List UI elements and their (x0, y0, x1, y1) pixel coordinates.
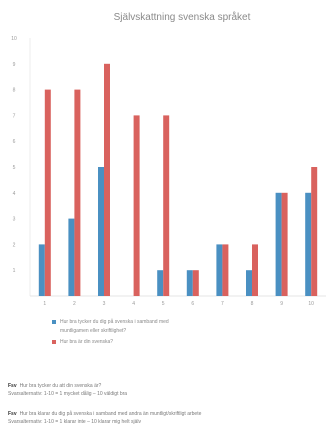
bar-series-1-category-7 (216, 244, 223, 296)
footnote-label: Fsv (8, 383, 17, 389)
x-tick-label: 4 (132, 301, 135, 307)
bar-series-2-category-1 (44, 89, 51, 296)
legend: Hur bra tycker du dig på svenska i samba… (52, 318, 322, 349)
x-tick-label: 1 (43, 301, 46, 307)
bar-series-2-category-3 (104, 63, 110, 296)
legend-label: Hur bra är din svenska? (60, 339, 114, 345)
x-tick-labels: 1 2 3 4 5 6 7 8 9 10 (43, 301, 314, 307)
bar-series-1-category-8 (246, 270, 252, 296)
legend-label: Hur bra tycker du dig på svenska i samba… (60, 319, 169, 334)
chart-title: Självskattning svenska språket (114, 11, 251, 23)
y-tick-label: 1 (13, 268, 16, 274)
bar-series-2-category-2 (74, 89, 81, 296)
bar-series-1-category-2 (68, 218, 75, 296)
footnote-label: Fsv (8, 411, 17, 417)
legend-item-series-1: Hur bra tycker du dig på svenska i samba… (52, 318, 322, 336)
bar-series-1-category-10 (305, 192, 312, 296)
y-tick-label: 8 (13, 88, 16, 94)
bar-series-1-category-5 (157, 270, 164, 296)
footnote-2: Fsv Hur bra klarar du dig på svenska i sa… (8, 410, 324, 426)
x-tick-label: 10 (308, 301, 314, 307)
footnotes: Fsv Hur bra tycker du att din svenska är?… (8, 382, 324, 438)
bar-series-1-category-3 (98, 167, 104, 296)
bar-series-2-category-5 (163, 115, 170, 297)
footnote-1: Fsv Hur bra tycker du att din svenska är?… (8, 382, 324, 398)
bar-series-1-category-1 (38, 244, 45, 296)
legend-swatch-blue (52, 320, 56, 324)
y-tick-label: 7 (13, 113, 16, 119)
y-tick-label: 3 (13, 217, 16, 223)
x-tick-label: 7 (221, 301, 224, 307)
y-tick-label: 4 (13, 191, 16, 197)
footnote-question: Hur bra klarar du dig på svenska i samba… (19, 411, 202, 417)
footnote-answer-scale: Svarsalternativ: 1-10 = 1 klarar inte – … (8, 419, 141, 425)
y-tick-labels: 1 2 3 4 5 6 7 8 9 10 (11, 36, 17, 274)
x-tick-label: 2 (73, 301, 76, 307)
footnote-answer-scale: Svarsalternativ: 1-10 = 1 mycket dålig –… (8, 391, 128, 397)
bar-series-2-category-7 (222, 244, 229, 296)
footnote-question: Hur bra tycker du att din svenska är? (19, 383, 102, 389)
x-tick-label: 6 (191, 301, 194, 307)
legend-swatch-red (52, 340, 56, 344)
y-tick-label: 6 (13, 139, 16, 145)
bar-series-2-category-8 (252, 244, 258, 296)
bar-series-2-category-4 (133, 115, 140, 297)
x-tick-label: 9 (280, 301, 283, 307)
y-tick-label: 5 (13, 165, 16, 171)
y-tick-label: 2 (13, 242, 16, 248)
x-tick-label: 5 (162, 301, 165, 307)
bar-chart: Självskattning svenska språket 1 2 3 4 5 6 7 8 9… (11, 11, 326, 307)
bar-series-1-category-6 (186, 270, 193, 296)
bar-series-2-category-9 (281, 192, 288, 296)
y-tick-label: 9 (13, 62, 16, 68)
bar-series-1-category-9 (275, 192, 282, 296)
x-tick-label: 8 (251, 301, 254, 307)
bar-series-2-category-6 (192, 270, 199, 296)
legend-item-series-2: Hur bra är din svenska? (52, 338, 322, 347)
y-tick-label: 10 (11, 36, 17, 42)
bar-series-2-category-10 (311, 167, 318, 296)
bars-group (38, 63, 318, 297)
x-tick-label: 3 (103, 301, 106, 307)
